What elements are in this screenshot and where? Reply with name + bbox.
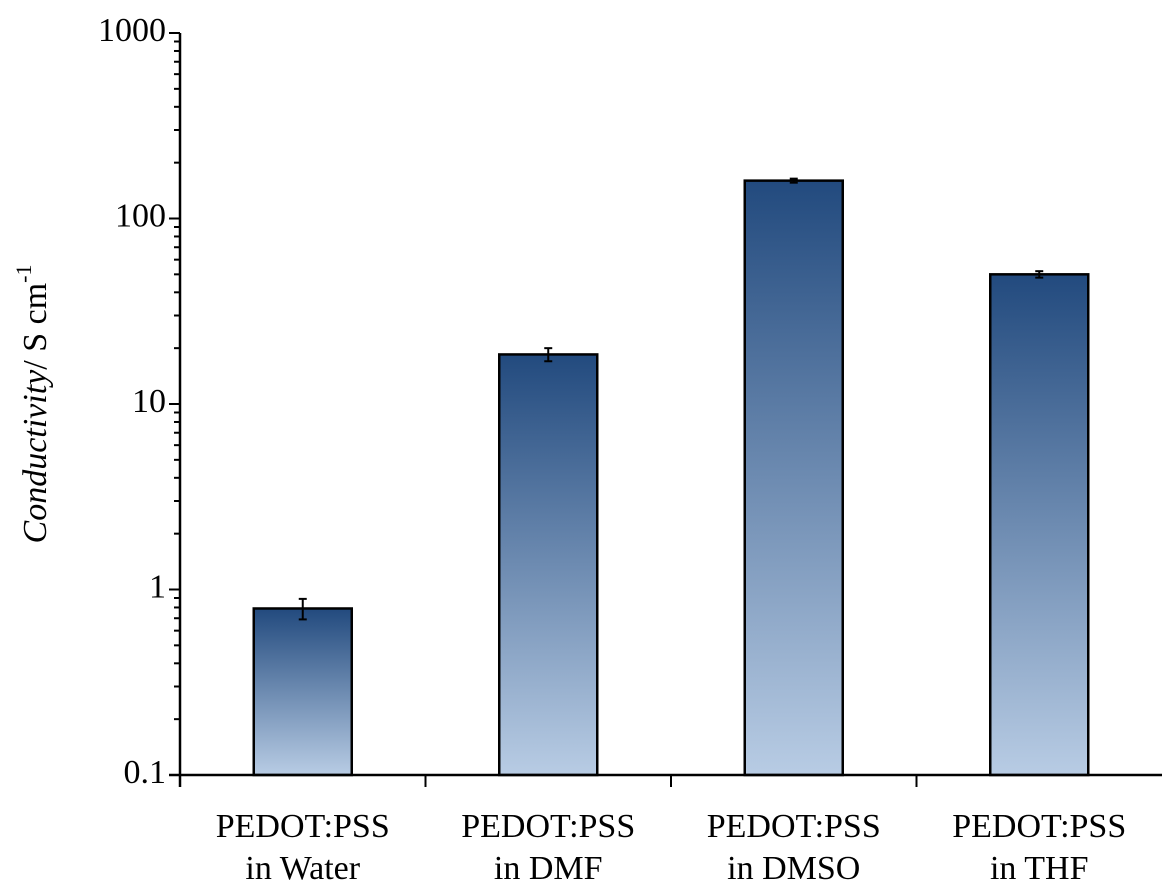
- x-tick-label: PEDOT:PSS: [216, 808, 390, 845]
- bar: [989, 273, 1090, 777]
- x-tick-label: PEDOT:PSS: [707, 808, 881, 845]
- y-tick-label: 1: [149, 568, 166, 605]
- error-bar: [789, 177, 798, 184]
- error-bar: [298, 597, 307, 621]
- error-bar: [1035, 270, 1044, 279]
- x-tick-label: in Water: [245, 850, 360, 887]
- y-tick-label: 10: [132, 383, 166, 420]
- bar: [498, 353, 599, 777]
- x-tick-label: PEDOT:PSS: [952, 808, 1126, 845]
- y-tick-label: 0.1: [124, 754, 167, 791]
- x-tick-label: PEDOT:PSS: [461, 808, 635, 845]
- error-bar: [544, 347, 553, 363]
- x-tick-label: in THF: [990, 850, 1089, 887]
- bar: [252, 607, 353, 777]
- x-tick-label: in DMF: [494, 850, 603, 887]
- x-tick-label: in DMSO: [727, 850, 860, 887]
- y-axis-label: Conductivity/ S cm-1: [11, 265, 54, 544]
- y-tick-label: 1000: [98, 12, 166, 49]
- bar: [743, 179, 844, 777]
- y-tick-label: 100: [115, 197, 166, 234]
